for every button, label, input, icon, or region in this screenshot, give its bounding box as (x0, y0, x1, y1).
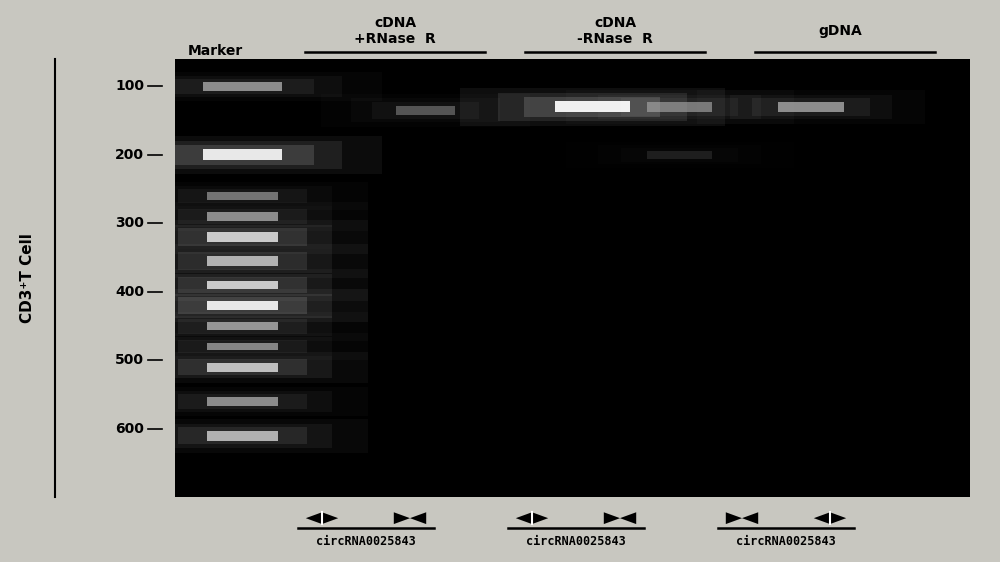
Bar (207, 363, 278, 371)
Bar (153, 274, 332, 296)
Bar (203, 149, 282, 160)
Bar (351, 98, 500, 123)
Bar (153, 316, 332, 337)
Bar (178, 427, 307, 445)
Bar (178, 394, 307, 409)
Bar (153, 249, 332, 273)
Bar (372, 102, 479, 119)
Bar (566, 90, 794, 124)
Polygon shape (620, 513, 636, 524)
Bar (498, 93, 687, 121)
Bar (153, 185, 332, 206)
Bar (207, 212, 278, 221)
Bar (178, 277, 307, 293)
Bar (143, 141, 342, 169)
Text: CD3⁺T Cell: CD3⁺T Cell (20, 233, 36, 323)
Bar (207, 343, 278, 351)
Bar (207, 301, 278, 310)
Bar (524, 97, 660, 117)
Polygon shape (742, 513, 758, 524)
Bar (598, 146, 761, 164)
Text: circRNA0025843: circRNA0025843 (316, 535, 416, 548)
Text: cDNA
+RNase  R: cDNA +RNase R (354, 16, 436, 46)
Bar (566, 142, 794, 168)
Bar (207, 232, 278, 242)
Bar (321, 94, 530, 127)
Polygon shape (516, 513, 532, 524)
Bar (117, 333, 368, 360)
Bar (143, 76, 342, 97)
Bar (207, 397, 278, 406)
Bar (171, 145, 314, 165)
Bar (153, 356, 332, 378)
Bar (598, 95, 761, 119)
Polygon shape (306, 513, 322, 524)
Bar (153, 293, 332, 318)
Bar (778, 102, 844, 112)
Bar (207, 322, 278, 330)
Bar (178, 340, 307, 353)
Text: 600: 600 (115, 422, 144, 436)
Polygon shape (814, 513, 830, 524)
Bar (171, 79, 314, 94)
Bar (752, 98, 870, 116)
Polygon shape (322, 513, 338, 524)
Text: 500: 500 (115, 353, 144, 368)
Bar (117, 352, 368, 383)
Bar (153, 225, 332, 249)
Bar (153, 424, 332, 448)
Bar (203, 82, 282, 90)
Bar (396, 106, 455, 115)
Bar (117, 289, 368, 323)
Bar (621, 98, 738, 116)
Bar (103, 72, 382, 101)
Bar (117, 387, 368, 416)
Bar (117, 202, 368, 231)
Bar (207, 256, 278, 266)
Text: 300: 300 (115, 216, 144, 230)
Bar (117, 244, 368, 278)
Bar (153, 391, 332, 412)
Bar (460, 88, 725, 126)
Bar (117, 182, 368, 210)
Bar (621, 148, 738, 162)
Text: circRNA0025843: circRNA0025843 (526, 535, 626, 548)
Bar (647, 151, 712, 158)
Text: 200: 200 (115, 148, 144, 162)
Bar (178, 297, 307, 314)
Bar (207, 431, 278, 441)
Bar (207, 280, 278, 289)
Bar (117, 419, 368, 452)
Text: Marker: Marker (187, 44, 243, 57)
Text: cDNA
-RNase  R: cDNA -RNase R (577, 16, 653, 46)
Bar (117, 269, 368, 301)
Bar (178, 252, 307, 270)
Bar (178, 229, 307, 246)
Polygon shape (604, 513, 620, 524)
Text: circRNA0025843: circRNA0025843 (736, 535, 836, 548)
Bar (555, 102, 630, 112)
Polygon shape (410, 513, 426, 524)
Bar (178, 209, 307, 224)
Polygon shape (532, 513, 548, 524)
Bar (178, 359, 307, 375)
Bar (697, 90, 925, 124)
Bar (178, 319, 307, 333)
Polygon shape (394, 513, 410, 524)
Bar (647, 102, 712, 112)
Polygon shape (830, 513, 846, 524)
Polygon shape (726, 513, 742, 524)
Bar (730, 95, 892, 119)
Text: 100: 100 (115, 79, 144, 93)
Bar (117, 312, 368, 341)
Bar (117, 220, 368, 254)
Bar (207, 192, 278, 200)
Bar (153, 337, 332, 356)
Bar (103, 135, 382, 174)
Bar (153, 206, 332, 227)
Text: 400: 400 (115, 285, 144, 299)
Text: gDNA: gDNA (818, 24, 862, 38)
Bar (178, 189, 307, 203)
